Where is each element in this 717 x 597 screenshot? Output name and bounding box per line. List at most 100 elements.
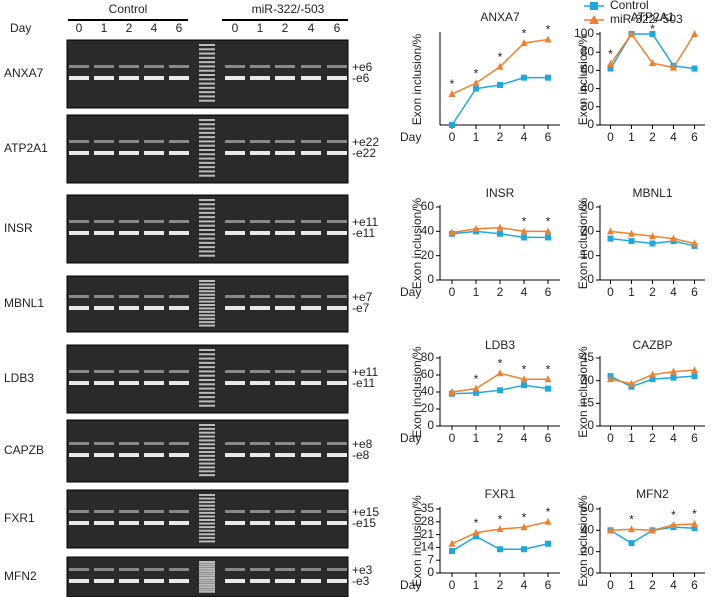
point	[520, 375, 528, 383]
gel-band	[225, 151, 245, 155]
gel-band	[119, 579, 139, 583]
y-tick-label: 60	[421, 367, 435, 381]
isoform-label: -e11	[352, 226, 375, 240]
gel-band	[301, 151, 321, 155]
gel-band	[94, 370, 114, 373]
gel-band	[119, 381, 139, 385]
gel-band	[275, 521, 295, 525]
y-tick-label: 30	[581, 199, 595, 213]
isoform-label: +e6	[352, 60, 373, 74]
gel-band	[119, 65, 139, 68]
point	[691, 366, 698, 374]
gel-band	[250, 579, 270, 583]
y-axis-label: Exon inclusion/%	[410, 33, 424, 125]
gel-band	[250, 76, 270, 80]
ladder-band	[199, 224, 215, 227]
significance-mark: *	[671, 508, 676, 522]
gel-band	[69, 510, 89, 513]
y-tick-label: 10	[581, 248, 595, 262]
gel-band	[94, 510, 114, 513]
gel-band	[275, 568, 295, 571]
lane-label: 6	[334, 21, 341, 35]
gel-band	[301, 453, 321, 457]
gel-band	[250, 65, 270, 68]
gel-band	[69, 220, 89, 223]
y-tick-label: 0	[587, 565, 594, 579]
isoform-label: +e11	[352, 215, 378, 229]
gel-band	[94, 453, 114, 457]
x-tick-label: 4	[521, 285, 528, 299]
significance-mark: *	[474, 372, 479, 386]
point	[628, 383, 635, 390]
point	[472, 79, 480, 87]
point	[544, 375, 552, 383]
chart-title: FXR1	[485, 487, 516, 501]
ladder-band	[199, 494, 215, 496]
point	[521, 74, 527, 81]
gel-band	[250, 568, 270, 571]
gel-band	[169, 510, 189, 513]
x-tick-label: 0	[449, 130, 456, 144]
point	[691, 525, 698, 532]
lane-label: 4	[308, 21, 315, 35]
y-tick-label: 40	[421, 224, 435, 238]
ladder-band	[199, 579, 215, 582]
gel-band	[225, 381, 245, 385]
point	[649, 370, 656, 378]
ladder-band	[199, 443, 215, 446]
ladder-band	[199, 65, 215, 68]
ladder-band	[199, 241, 215, 244]
gel-band	[225, 306, 245, 310]
significance-mark: *	[498, 512, 503, 526]
x-axis-label: Day	[400, 578, 421, 592]
y-tick-label: 35	[421, 501, 435, 515]
x-tick-label: 4	[521, 578, 528, 592]
y-tick-label: 100	[574, 26, 594, 40]
point	[545, 540, 551, 547]
x-tick-label: 2	[649, 285, 656, 299]
gene-label: LDB3	[4, 371, 34, 385]
isoform-label: -e15	[352, 516, 376, 530]
ladder-band	[199, 78, 215, 81]
x-axis-label: Day	[400, 285, 421, 299]
gel-band	[275, 295, 295, 298]
gel-band	[144, 231, 164, 235]
point	[670, 234, 677, 242]
significance-mark: *	[522, 362, 527, 376]
ladder-band	[199, 454, 215, 457]
gel-band	[225, 76, 245, 80]
significance-mark: *	[546, 23, 551, 37]
gel-band	[144, 568, 164, 571]
gel-band	[250, 151, 270, 155]
ladder-band	[199, 396, 215, 399]
gel-band	[275, 510, 295, 513]
lane-label: 2	[126, 21, 133, 35]
ladder-band	[199, 400, 215, 403]
gel-band	[327, 568, 347, 571]
gel-band	[225, 231, 245, 235]
group-label: Control	[109, 2, 148, 16]
point	[544, 227, 552, 235]
gel-band	[225, 510, 245, 513]
gel-band	[301, 510, 321, 513]
point	[473, 389, 479, 396]
y-tick-label: 15	[581, 396, 595, 410]
gel-band	[275, 231, 295, 235]
point	[449, 122, 455, 128]
ladder-band	[199, 82, 215, 85]
ladder-band	[199, 314, 215, 317]
y-axis-label: Exon inclusion/%	[410, 495, 424, 587]
ladder-band	[199, 216, 215, 219]
x-tick-label: 1	[628, 130, 635, 144]
point	[628, 238, 635, 245]
point	[607, 60, 614, 68]
significance-mark: *	[608, 47, 613, 61]
y-axis-label: Exon inclusion/%	[576, 33, 590, 125]
point	[448, 90, 456, 98]
y-tick-label: 40	[581, 81, 595, 95]
significance-mark: *	[474, 516, 479, 530]
gel-band	[119, 306, 139, 310]
lane-label: 0	[76, 21, 83, 35]
gel-band	[225, 568, 245, 571]
y-axis-label: Exon inclusion/%	[410, 197, 424, 289]
